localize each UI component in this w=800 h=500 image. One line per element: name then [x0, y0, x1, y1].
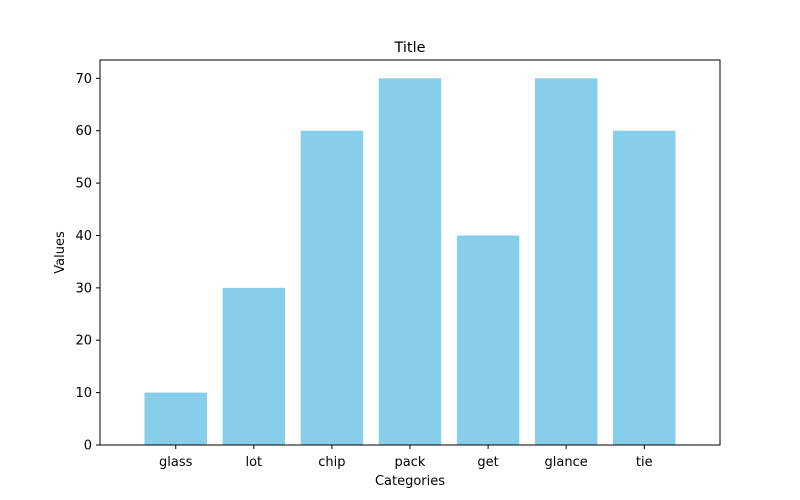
- y-tick-label: 0: [84, 439, 92, 454]
- x-tick-label: chip: [318, 455, 345, 470]
- bar-tie: [613, 130, 676, 445]
- y-tick-label: 60: [75, 124, 92, 139]
- x-axis-ticks: glass lot chip pack get glance tie: [159, 445, 653, 470]
- x-axis-label: Categories: [375, 474, 445, 489]
- y-axis-label: Values: [53, 231, 68, 274]
- y-axis-ticks: 0 10 20 30 40 50 60 70: [75, 72, 100, 454]
- x-tick-label: lot: [245, 455, 262, 470]
- x-tick-label: glass: [159, 455, 193, 470]
- bar-glance: [534, 78, 598, 445]
- x-tick-label: get: [477, 455, 498, 470]
- bar-lot: [222, 287, 286, 445]
- x-tick-label: pack: [395, 455, 426, 470]
- y-tick-label: 70: [75, 72, 92, 87]
- chart-title: Title: [393, 40, 425, 56]
- y-tick-label: 30: [75, 281, 92, 296]
- x-tick-label: tie: [636, 455, 653, 470]
- bar-get: [456, 235, 520, 445]
- bars-group: [144, 78, 676, 445]
- y-tick-label: 50: [75, 177, 92, 192]
- bar-chip: [300, 130, 364, 445]
- bar-pack: [378, 78, 442, 445]
- y-tick-label: 20: [75, 334, 92, 349]
- x-tick-label: glance: [545, 455, 588, 470]
- y-tick-label: 40: [75, 229, 92, 244]
- plot-frame: [99, 59, 721, 446]
- y-tick-label: 10: [75, 386, 92, 401]
- bar-glass: [144, 392, 207, 445]
